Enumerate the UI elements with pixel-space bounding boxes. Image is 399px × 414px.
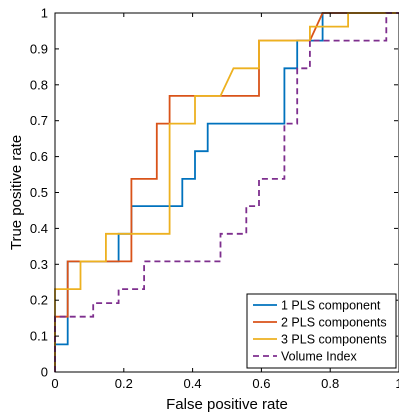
y-tick-label: 0.5 (30, 185, 48, 200)
y-tick-label: 1 (41, 6, 48, 21)
y-tick-label: 0.8 (30, 77, 48, 92)
x-axis-label: False positive rate (166, 396, 288, 413)
y-tick-label: 0.7 (30, 113, 48, 128)
y-tick-label: 0 (41, 365, 48, 380)
x-tick-label: 0.4 (184, 376, 202, 391)
y-tick-label: 0.9 (30, 41, 48, 56)
x-tick-label: 0.6 (252, 376, 270, 391)
plot-lines (54, 12, 399, 372)
y-tick-label: 0.6 (30, 149, 48, 164)
x-tick-label: 0 (51, 376, 58, 391)
axis-ticks: 0 0.2 0.4 0.6 0.8 1 0 0.1 0.2 0.3 0.4 0.5 0.6 0.7 0.8 0… (30, 6, 399, 391)
x-tick-label: 0.8 (321, 376, 339, 391)
series-line-4 (54, 12, 399, 372)
legend-label: Volume Index (281, 350, 357, 364)
x-tick-label: 0.2 (115, 376, 133, 391)
legend-box (246, 293, 397, 369)
y-tick-label: 0.1 (30, 329, 48, 344)
legend-label: 2 PLS components (281, 316, 387, 330)
y-axis-label: True positive rate (8, 135, 25, 250)
legend: 1 PLS component 2 PLS components 3 PLS com… (246, 293, 397, 369)
y-tick-label: 0.2 (30, 293, 48, 308)
legend-label: 1 PLS component (281, 299, 381, 313)
x-tick-label: 1 (395, 376, 399, 391)
y-tick-label: 0.4 (30, 221, 48, 236)
series-line-3 (54, 12, 399, 372)
legend-label: 3 PLS components (281, 333, 387, 347)
y-tick-label: 0.3 (30, 257, 48, 272)
